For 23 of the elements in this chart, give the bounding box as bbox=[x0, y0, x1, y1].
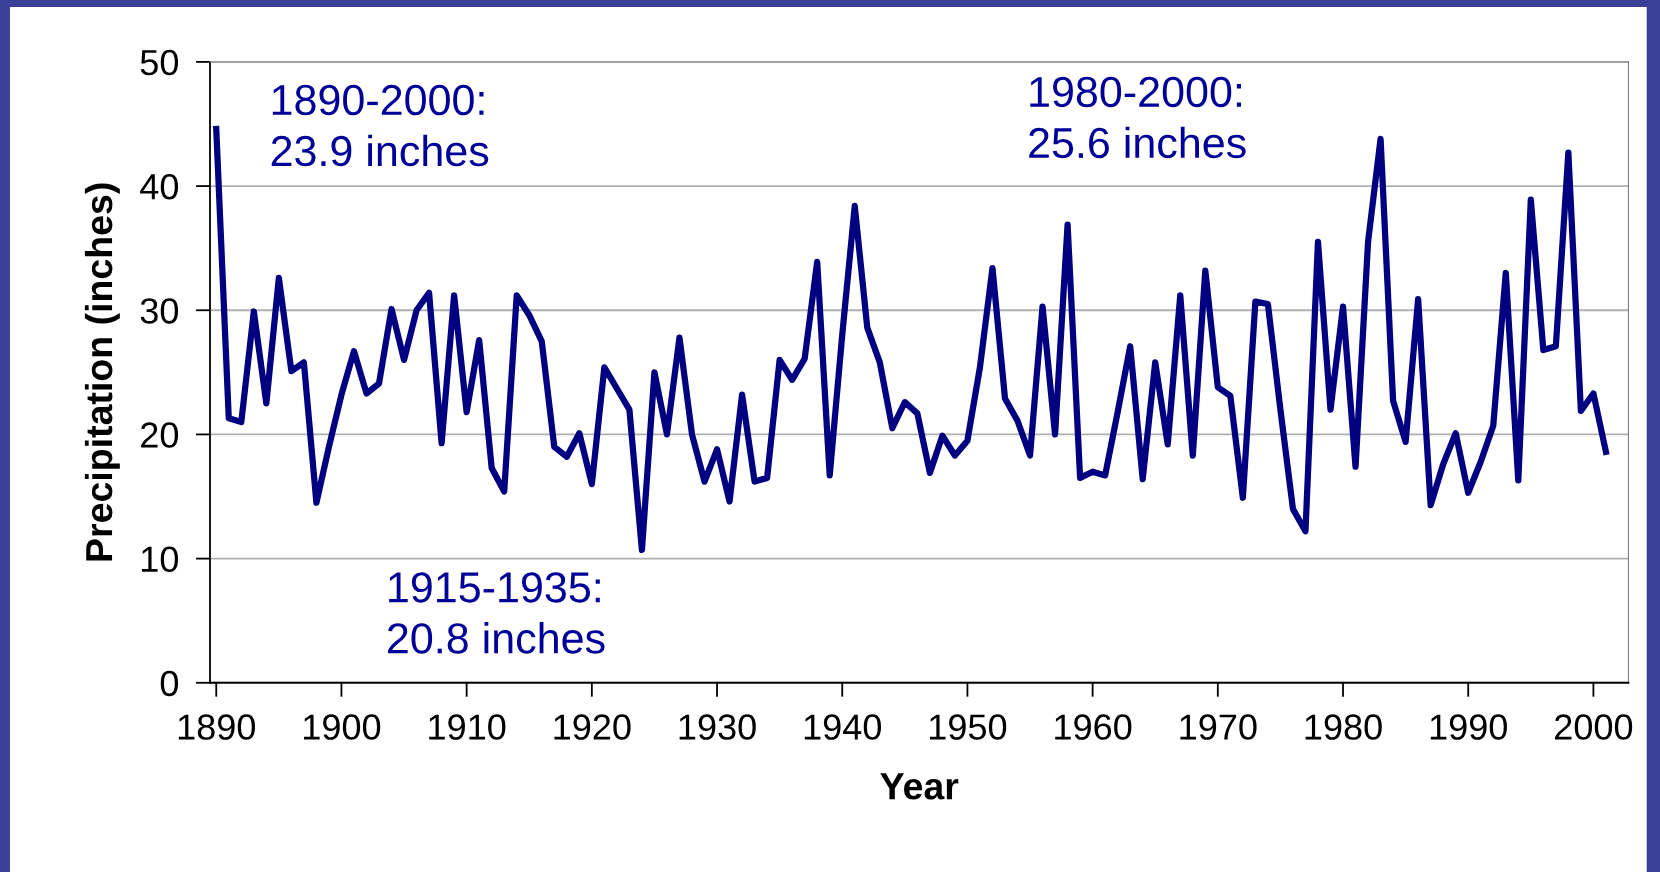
y-tick-label: 50 bbox=[140, 49, 179, 76]
y-tick-label: 40 bbox=[140, 173, 179, 200]
x-tick-label: 1940 bbox=[804, 714, 881, 740]
x-tick-label: 1910 bbox=[429, 714, 506, 740]
annotation: 1890-2000: 23.9 inches bbox=[271, 84, 489, 167]
x-tick-label: 1930 bbox=[679, 714, 756, 740]
x-axis-title: Year bbox=[880, 773, 959, 800]
y-tick-label: 20 bbox=[141, 422, 179, 448]
annotation: 1915-1935: 20.8 inches bbox=[388, 572, 605, 654]
x-tick-label: 1890 bbox=[178, 714, 256, 740]
x-tick-label: 1920 bbox=[554, 714, 631, 740]
x-tick-label: 1960 bbox=[1055, 714, 1132, 740]
x-tick-label: 1900 bbox=[304, 714, 381, 740]
x-tick-label: 1980 bbox=[1305, 714, 1382, 740]
x-tick-label: 1970 bbox=[1180, 714, 1257, 740]
y-axis-title: Precipitation (inches) bbox=[84, 183, 120, 561]
x-tick-label: 1950 bbox=[930, 714, 1007, 740]
y-tick-label: 30 bbox=[140, 298, 179, 324]
x-tick-label: 2000 bbox=[1555, 714, 1633, 740]
y-tick-label: 0 bbox=[160, 670, 179, 697]
y-tick-label: 10 bbox=[142, 546, 179, 573]
annotation: 1980-2000: 25.6 inches bbox=[1029, 76, 1246, 159]
x-tick-label: 1990 bbox=[1430, 714, 1507, 740]
